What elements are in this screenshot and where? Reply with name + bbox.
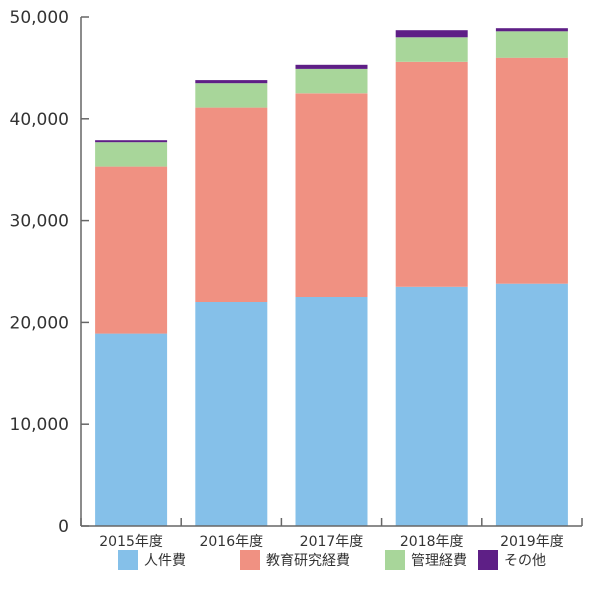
legend-label: 人件費 <box>144 553 186 569</box>
legend-label: 管理経費 <box>411 553 467 569</box>
x-category-label: 2018年度 <box>400 534 464 550</box>
x-category-label: 2015年度 <box>99 534 163 550</box>
bar-segment-2-series-3 <box>195 83 268 108</box>
bar-segment-3-series-1 <box>295 296 368 526</box>
legend: 人件費 教育研究経費 管理経費 その他 <box>118 550 546 570</box>
y-tick-label: 20,000 <box>10 313 69 333</box>
bar-segment-5-series-2 <box>495 57 568 284</box>
bar-segment-4-series-1 <box>395 286 468 526</box>
bar-segment-3-series-2 <box>295 93 368 298</box>
bar-segment-4-series-4 <box>395 30 468 38</box>
bar-segment-2-series-4 <box>195 80 268 84</box>
y-tick-label: 50,000 <box>10 8 69 28</box>
bar-layer <box>95 28 568 526</box>
legend-swatch <box>240 550 260 570</box>
bar-segment-1-series-1 <box>95 333 168 526</box>
y-tick-label: 10,000 <box>10 415 69 435</box>
legend-swatch <box>385 550 405 570</box>
x-category-label: 2016年度 <box>199 534 263 550</box>
bar-segment-3-series-3 <box>295 68 368 94</box>
legend-label: 教育研究経費 <box>266 553 350 569</box>
bar-segment-2-series-2 <box>195 107 268 302</box>
bar-segment-5-series-1 <box>495 283 568 526</box>
bar-segment-1-series-4 <box>95 140 168 143</box>
bar-segment-4-series-3 <box>395 37 468 62</box>
legend-swatch <box>118 550 138 570</box>
bar-segment-2-series-1 <box>195 302 268 526</box>
bar-segment-5-series-3 <box>495 31 568 58</box>
x-axis: 2015年度 2016年度 2017年度 2018年度 2019年度 <box>80 518 583 550</box>
bar-segment-1-series-3 <box>95 142 168 167</box>
y-axis: 0 10,000 20,000 30,000 40,000 50,000 <box>10 8 89 537</box>
legend-label: その他 <box>504 553 546 569</box>
bar-segment-3-series-4 <box>295 64 368 69</box>
bar-segment-1-series-2 <box>95 166 168 334</box>
x-category-label: 2019年度 <box>500 534 564 550</box>
y-tick-label: 30,000 <box>10 212 69 232</box>
legend-swatch <box>478 550 498 570</box>
bar-segment-4-series-2 <box>395 61 468 287</box>
y-tick-label: 0 <box>58 517 69 537</box>
y-tick-label: 40,000 <box>10 110 69 130</box>
bar-segment-5-series-4 <box>495 28 568 32</box>
x-category-label: 2017年度 <box>300 534 364 550</box>
